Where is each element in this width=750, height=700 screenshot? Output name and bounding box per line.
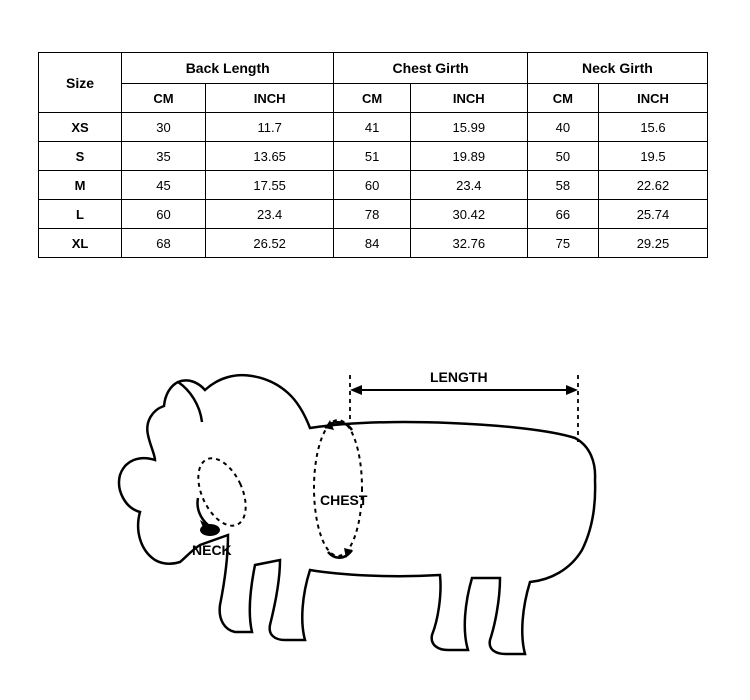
table-row: M 45 17.55 60 23.4 58 22.62 [39,171,708,200]
neck-measure-line [189,451,256,533]
chest-measure-line [314,420,362,556]
length-label: LENGTH [430,369,488,385]
cell: 30.42 [410,200,527,229]
chest-label: CHEST [320,492,368,508]
cell: 19.5 [598,142,707,171]
cell: 19.89 [410,142,527,171]
size-label: L [39,200,122,229]
cell: 45 [122,171,206,200]
header-back-length: Back Length [122,53,334,84]
length-arrow-right [566,385,578,395]
unit-inch: INCH [598,84,707,113]
header-size: Size [39,53,122,113]
neck-arrow [197,498,208,525]
cell: 78 [334,200,410,229]
cell: 60 [122,200,206,229]
header-neck-girth: Neck Girth [527,53,707,84]
table-header-row-2: CM INCH CM INCH CM INCH [39,84,708,113]
cell: 23.4 [410,171,527,200]
dog-outline-svg: NECK CHEST LENGTH [80,330,670,670]
cell: 13.65 [205,142,333,171]
cell: 11.7 [205,113,333,142]
cell: 41 [334,113,410,142]
unit-inch: INCH [410,84,527,113]
cell: 22.62 [598,171,707,200]
size-label: XL [39,229,122,258]
unit-cm: CM [527,84,598,113]
header-chest-girth: Chest Girth [334,53,527,84]
unit-cm: CM [334,84,410,113]
neck-blob [200,524,220,536]
cell: 68 [122,229,206,258]
size-label: S [39,142,122,171]
measurement-diagram: NECK CHEST LENGTH [80,330,670,670]
cell: 75 [527,229,598,258]
unit-inch: INCH [205,84,333,113]
cell: 50 [527,142,598,171]
dog-ear [178,382,202,422]
size-table: Size Back Length Chest Girth Neck Girth … [38,52,708,258]
cell: 29.25 [598,229,707,258]
cell: 66 [527,200,598,229]
cell: 30 [122,113,206,142]
cell: 23.4 [205,200,333,229]
size-chart-table: Size Back Length Chest Girth Neck Girth … [38,52,708,258]
size-label: M [39,171,122,200]
dog-outline [119,375,595,654]
table-row: XS 30 11.7 41 15.99 40 15.6 [39,113,708,142]
cell: 60 [334,171,410,200]
cell: 35 [122,142,206,171]
cell: 15.6 [598,113,707,142]
cell: 32.76 [410,229,527,258]
cell: 84 [334,229,410,258]
table-row: S 35 13.65 51 19.89 50 19.5 [39,142,708,171]
cell: 26.52 [205,229,333,258]
cell: 40 [527,113,598,142]
table-header-row-1: Size Back Length Chest Girth Neck Girth [39,53,708,84]
size-label: XS [39,113,122,142]
cell: 15.99 [410,113,527,142]
table-row: L 60 23.4 78 30.42 66 25.74 [39,200,708,229]
neck-label: NECK [192,542,232,558]
length-arrow-left [350,385,362,395]
cell: 25.74 [598,200,707,229]
unit-cm: CM [122,84,206,113]
cell: 17.55 [205,171,333,200]
cell: 51 [334,142,410,171]
cell: 58 [527,171,598,200]
table-row: XL 68 26.52 84 32.76 75 29.25 [39,229,708,258]
